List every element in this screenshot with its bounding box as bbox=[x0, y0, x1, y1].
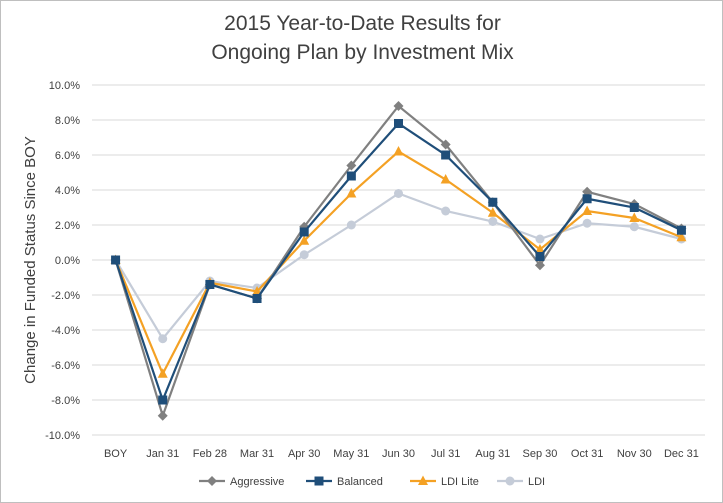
data-point bbox=[535, 252, 545, 261]
data-point bbox=[157, 410, 168, 421]
legend-marker bbox=[505, 476, 515, 486]
chart-title-line-2: Ongoing Plan by Investment Mix bbox=[211, 41, 514, 64]
x-tick-label: Oct 31 bbox=[571, 448, 603, 460]
legend-marker bbox=[207, 476, 217, 486]
data-point bbox=[629, 222, 639, 232]
y-tick-label: 0.0% bbox=[55, 255, 80, 267]
x-tick-label: May 31 bbox=[333, 448, 369, 460]
data-point bbox=[346, 220, 356, 230]
data-point bbox=[676, 231, 687, 242]
data-point bbox=[440, 174, 451, 184]
x-tick-label: Dec 31 bbox=[664, 448, 699, 460]
data-point bbox=[535, 234, 545, 244]
y-tick-label: -6.0% bbox=[51, 360, 80, 372]
x-tick-label: BOY bbox=[104, 448, 128, 460]
legend-item: Aggressive bbox=[199, 476, 284, 488]
data-point bbox=[393, 146, 404, 156]
data-point bbox=[582, 218, 592, 228]
legend-item: LDI Lite bbox=[410, 475, 479, 488]
x-tick-label: Aug 31 bbox=[475, 448, 510, 460]
data-point bbox=[488, 197, 498, 207]
data-point bbox=[629, 212, 640, 222]
legend: Aggressive Balanced LDI Lite LDI bbox=[199, 475, 545, 488]
legend-label: Aggressive bbox=[230, 476, 284, 488]
y-tick-label: -10.0% bbox=[45, 430, 80, 442]
x-tick-label: Apr 30 bbox=[288, 448, 320, 460]
data-point bbox=[676, 225, 686, 235]
data-point bbox=[629, 203, 639, 212]
data-point bbox=[157, 368, 168, 378]
y-axis-label: Change in Funded Status Since BOY bbox=[22, 136, 39, 384]
data-point bbox=[440, 139, 451, 150]
data-point bbox=[582, 205, 593, 215]
chart-title: 2015 Year-to-Date Results for Ongoing Pl… bbox=[1, 9, 723, 67]
legend-item: LDI bbox=[497, 476, 545, 488]
x-tick-label: Nov 30 bbox=[617, 448, 652, 460]
data-point bbox=[441, 206, 451, 216]
legend-marker bbox=[314, 476, 324, 486]
data-point bbox=[534, 244, 545, 254]
x-tick-label: Jun 30 bbox=[382, 448, 415, 460]
y-tick-label: 2.0% bbox=[55, 220, 80, 232]
x-tick-label: Mar 31 bbox=[240, 448, 274, 460]
data-point bbox=[299, 250, 309, 260]
series-line bbox=[114, 122, 682, 404]
data-point bbox=[488, 217, 498, 226]
x-tick-label: Sep 30 bbox=[523, 448, 558, 460]
y-tick-label: 6.0% bbox=[55, 150, 80, 162]
series-layer bbox=[110, 101, 687, 421]
y-tick-label: -8.0% bbox=[51, 395, 80, 407]
y-axis-ticks: -10.0% -8.0% -6.0% -4.0% -2.0% 0.0% 2.0% 4.0% 6.… bbox=[45, 80, 80, 442]
data-point bbox=[346, 171, 356, 181]
data-point bbox=[582, 194, 592, 204]
gridlines bbox=[92, 84, 705, 436]
legend-label: LDI Lite bbox=[441, 476, 479, 488]
data-point bbox=[534, 260, 545, 271]
x-axis-ticks: BOY Jan 31 Feb 28 Mar 31 Apr 30 May 31 Jun 30 J… bbox=[104, 448, 699, 460]
legend-label: LDI bbox=[528, 476, 545, 488]
data-point bbox=[346, 188, 357, 198]
series-line bbox=[114, 150, 682, 377]
data-point bbox=[441, 150, 451, 160]
legend-marker bbox=[418, 475, 428, 485]
legend-item: Balanced bbox=[306, 476, 383, 488]
series-ldi-lite bbox=[110, 146, 687, 378]
y-tick-label: -2.0% bbox=[51, 290, 80, 302]
legend-label: Balanced bbox=[337, 476, 383, 488]
y-tick-label: 8.0% bbox=[55, 115, 80, 127]
data-point bbox=[393, 101, 404, 111]
y-tick-label: 10.0% bbox=[49, 80, 80, 92]
x-tick-label: Jan 31 bbox=[146, 448, 179, 460]
data-point bbox=[394, 119, 403, 128]
data-point bbox=[487, 207, 498, 217]
data-point bbox=[158, 395, 168, 405]
data-point bbox=[111, 255, 121, 265]
data-point bbox=[299, 235, 310, 245]
data-point bbox=[205, 280, 215, 289]
data-point bbox=[299, 227, 309, 237]
x-tick-label: Feb 28 bbox=[193, 448, 227, 460]
x-tick-label: Jul 31 bbox=[431, 448, 460, 460]
series-balanced bbox=[111, 119, 686, 405]
data-point bbox=[252, 294, 262, 303]
data-point bbox=[346, 160, 357, 171]
y-tick-label: 4.0% bbox=[55, 185, 80, 197]
data-point bbox=[394, 189, 403, 198]
data-point bbox=[158, 334, 168, 344]
y-tick-label: -4.0% bbox=[51, 325, 80, 337]
chart-title-line-1: 2015 Year-to-Date Results for bbox=[224, 12, 501, 35]
series-line bbox=[114, 192, 682, 341]
